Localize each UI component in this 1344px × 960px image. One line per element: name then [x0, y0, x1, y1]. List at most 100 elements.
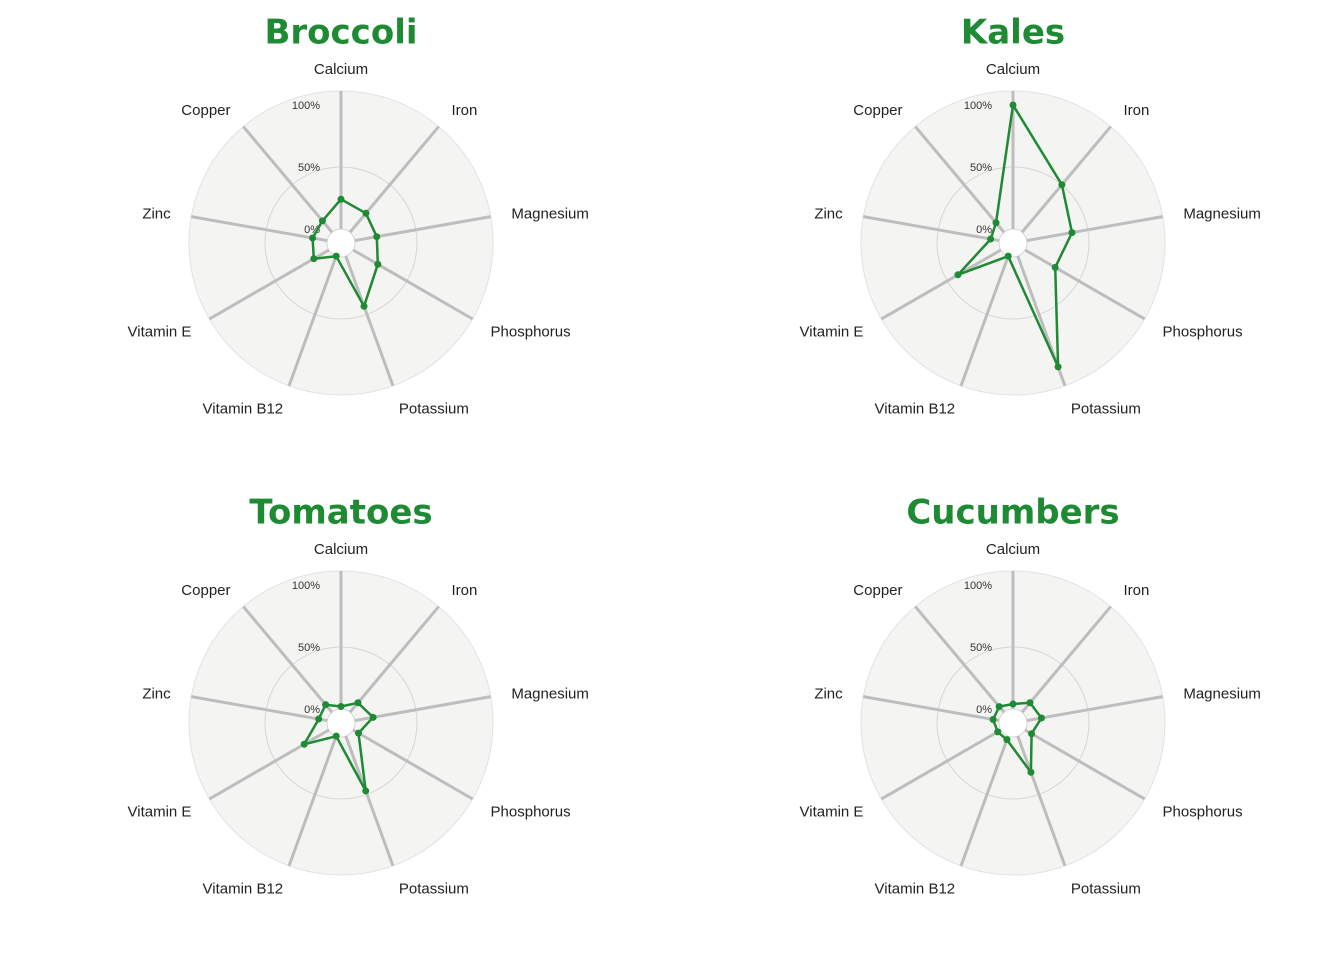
data-point-potassium [360, 302, 368, 310]
axis-label: Iron [451, 102, 477, 119]
data-point-vitamin-b12 [332, 252, 340, 260]
axis-label: Vitamin E [800, 323, 864, 340]
radar-chart-cucumbers: Cucumbers Calcium Iron Magnesium Phosphorus P… [800, 493, 1261, 898]
data-point-phosphorus [1051, 263, 1059, 271]
grid-ring-0 [326, 228, 356, 258]
chart-title: Cucumbers [906, 493, 1119, 533]
series-line [311, 197, 380, 308]
axis-label: Vitamin B12 [203, 880, 284, 897]
spoke-vitamin-b12 [287, 255, 338, 387]
data-point-zinc [987, 235, 995, 243]
tick-label: 100% [292, 580, 320, 592]
data-point-calcium [337, 703, 345, 711]
spoke-iron [348, 605, 440, 714]
spoke-potassium [344, 735, 395, 867]
spoke-vitamin-e [880, 248, 1002, 321]
spoke-copper [914, 605, 1006, 714]
spoke-potassium [1016, 735, 1067, 867]
tick-label: 0% [304, 704, 320, 716]
spoke-vitamin-b12 [287, 735, 338, 867]
axis-label: Calcium [314, 541, 368, 558]
axis-label: Potassium [1071, 400, 1141, 417]
tick-label: 50% [970, 642, 992, 654]
spoke-zinc [863, 215, 1000, 243]
grid-ring-0 [998, 228, 1028, 258]
data-point-iron [362, 209, 370, 217]
axis-label: Vitamin B12 [875, 400, 956, 417]
data-point-phosphorus [354, 729, 362, 737]
axis-label: Magnesium [1183, 206, 1261, 223]
axis-label: Vitamin E [128, 323, 192, 340]
tick-label: 50% [298, 642, 320, 654]
axis-label: Phosphorus [1163, 323, 1243, 340]
tick-label: 100% [292, 100, 320, 112]
axis-label: Potassium [399, 880, 469, 897]
data-point-phosphorus [1028, 730, 1036, 738]
spoke-phosphorus [352, 728, 474, 801]
spoke-vitamin-e [208, 728, 330, 801]
series-line [991, 701, 1043, 774]
data-point-vitamin-b12 [1004, 252, 1012, 260]
spoke-phosphorus [352, 248, 474, 321]
axis-label: Potassium [1071, 880, 1141, 897]
series-line [956, 103, 1074, 369]
data-point-zinc [309, 234, 317, 242]
spoke-copper [914, 125, 1006, 234]
spoke-zinc [191, 695, 328, 723]
spoke-potassium [344, 255, 395, 387]
axis-label: Magnesium [511, 686, 589, 703]
axis-label: Copper [853, 102, 902, 119]
data-point-copper [992, 219, 1000, 227]
spoke-phosphorus [1024, 728, 1146, 801]
chart-title: Tomatoes [249, 493, 432, 533]
data-point-potassium [362, 787, 370, 795]
axis-label: Copper [181, 582, 230, 599]
tick-label: 0% [976, 224, 992, 236]
axis-label: Zinc [814, 206, 843, 223]
spoke-magnesium [1026, 215, 1163, 243]
data-point-copper [995, 703, 1003, 711]
data-point-vitamin-b12 [332, 732, 340, 740]
data-point-zinc [989, 715, 997, 723]
data-point-phosphorus [374, 260, 382, 268]
axis-label: Copper [181, 102, 230, 119]
axis-label: Magnesium [511, 206, 589, 223]
axis-label: Iron [451, 582, 477, 599]
axis-label: Iron [1123, 102, 1149, 119]
spoke-copper [242, 605, 334, 714]
axis-label: Iron [1123, 582, 1149, 599]
data-point-calcium [1009, 101, 1017, 109]
spoke-vitamin-e [880, 728, 1002, 801]
axis-label: Calcium [986, 61, 1040, 78]
axis-label: Zinc [142, 686, 171, 703]
data-point-vitamin-e [994, 728, 1002, 736]
axis-label: Vitamin B12 [203, 400, 284, 417]
axis-label: Vitamin B12 [875, 880, 956, 897]
data-point-vitamin-e [954, 271, 962, 279]
axis-label: Magnesium [1183, 686, 1261, 703]
axis-label: Calcium [314, 61, 368, 78]
data-point-vitamin-e [310, 255, 318, 263]
radar-chart-kales: Kales Calcium Iron Magnesium Phosphorus Potas… [800, 13, 1261, 418]
axis-label: Zinc [142, 206, 171, 223]
data-point-iron [354, 699, 362, 707]
tick-label: 0% [976, 704, 992, 716]
chart-title: Broccoli [264, 13, 417, 53]
spoke-vitamin-b12 [959, 735, 1010, 867]
tick-label: 50% [970, 162, 992, 174]
spoke-phosphorus [1024, 248, 1146, 321]
data-point-vitamin-b12 [1003, 736, 1011, 744]
axis-label: Copper [853, 582, 902, 599]
axis-label: Vitamin E [128, 803, 192, 820]
spoke-magnesium [354, 695, 491, 723]
grid-ring-0 [998, 708, 1028, 738]
data-point-calcium [1009, 700, 1017, 708]
spoke-vitamin-e [208, 248, 330, 321]
data-point-magnesium [369, 713, 377, 721]
data-point-vitamin-e [300, 740, 308, 748]
axis-label: Zinc [814, 686, 843, 703]
radar-chart-broccoli: Broccoli Calcium Iron Magnesium Phosphorus Po… [128, 13, 589, 418]
data-point-magnesium [373, 233, 381, 241]
tick-label: 50% [298, 162, 320, 174]
axis-label: Phosphorus [1163, 803, 1243, 820]
